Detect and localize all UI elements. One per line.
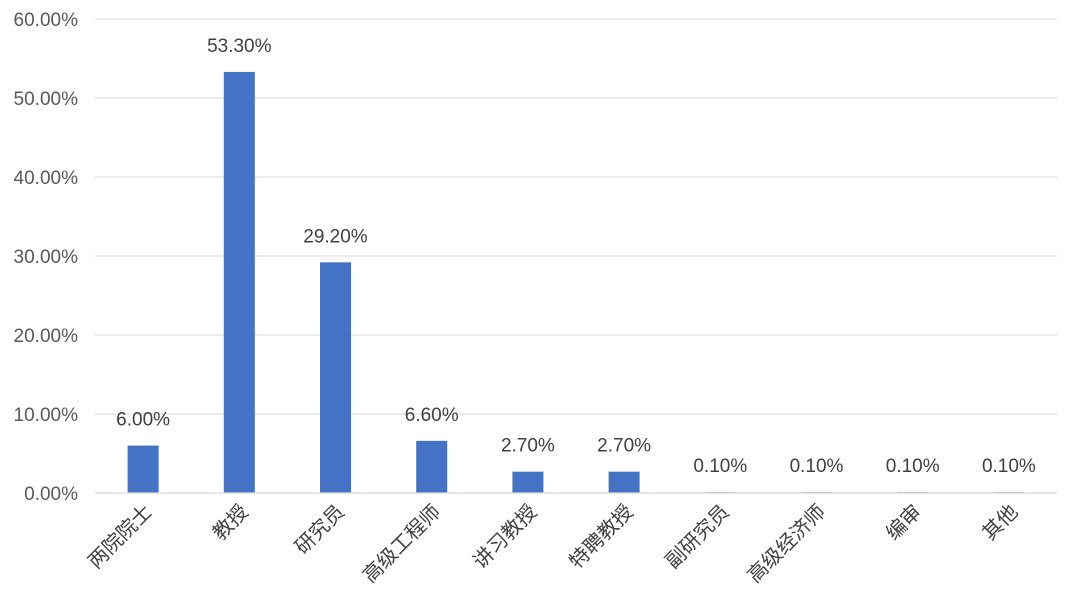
y-tick-label: 40.00% (14, 168, 79, 189)
gridlines (95, 18, 1057, 415)
x-tick-label: 高级工程师 (358, 500, 446, 588)
bar (608, 471, 640, 493)
data-labels: 6.00% 53.30% 29.20% 6.60% 2.70% 2.70% 0.10% 0.1… (116, 36, 1036, 477)
y-tick-label: 0.00% (24, 484, 78, 505)
y-axis-ticks: 0.00% 10.00% 20.00% 30.00% 40.00% 50.00% 60.00… (14, 10, 79, 505)
y-tick-label: 10.00% (14, 405, 79, 426)
x-axis-ticks: 两院院士 教授 研究员 高级工程师 讲习教授 特聘教授 副研究员 高级经济师 编审 其他 (83, 500, 1022, 588)
data-label: 2.70% (597, 436, 651, 457)
x-tick-label: 其他 (977, 500, 1022, 545)
data-label: 0.10% (886, 456, 940, 477)
bar (127, 445, 159, 493)
data-label: 53.30% (207, 36, 272, 57)
bar (416, 440, 448, 493)
y-tick-label: 60.00% (14, 10, 79, 31)
x-tick-label: 编审 (881, 500, 926, 545)
data-label: 29.20% (303, 226, 368, 247)
data-label: 2.70% (501, 436, 555, 457)
data-label: 0.10% (982, 456, 1036, 477)
x-tick-label: 副研究员 (660, 500, 734, 574)
bar (320, 262, 351, 493)
data-label: 6.60% (405, 405, 459, 426)
bar (223, 71, 255, 494)
data-label: 0.10% (693, 456, 747, 477)
x-tick-label: 高级经济师 (742, 500, 830, 588)
x-tick-label: 讲习教授 (468, 500, 542, 574)
y-tick-label: 20.00% (14, 326, 79, 347)
x-tick-label: 特聘教授 (564, 500, 638, 574)
x-tick-label: 教授 (208, 500, 253, 545)
data-label: 6.00% (116, 410, 170, 431)
data-label: 0.10% (790, 456, 844, 477)
bar (512, 471, 544, 493)
y-tick-label: 50.00% (14, 89, 79, 110)
x-tick-label: 两院院士 (83, 500, 157, 574)
x-tick-label: 研究员 (290, 500, 349, 559)
bars (127, 71, 1025, 494)
y-tick-label: 30.00% (14, 247, 79, 268)
